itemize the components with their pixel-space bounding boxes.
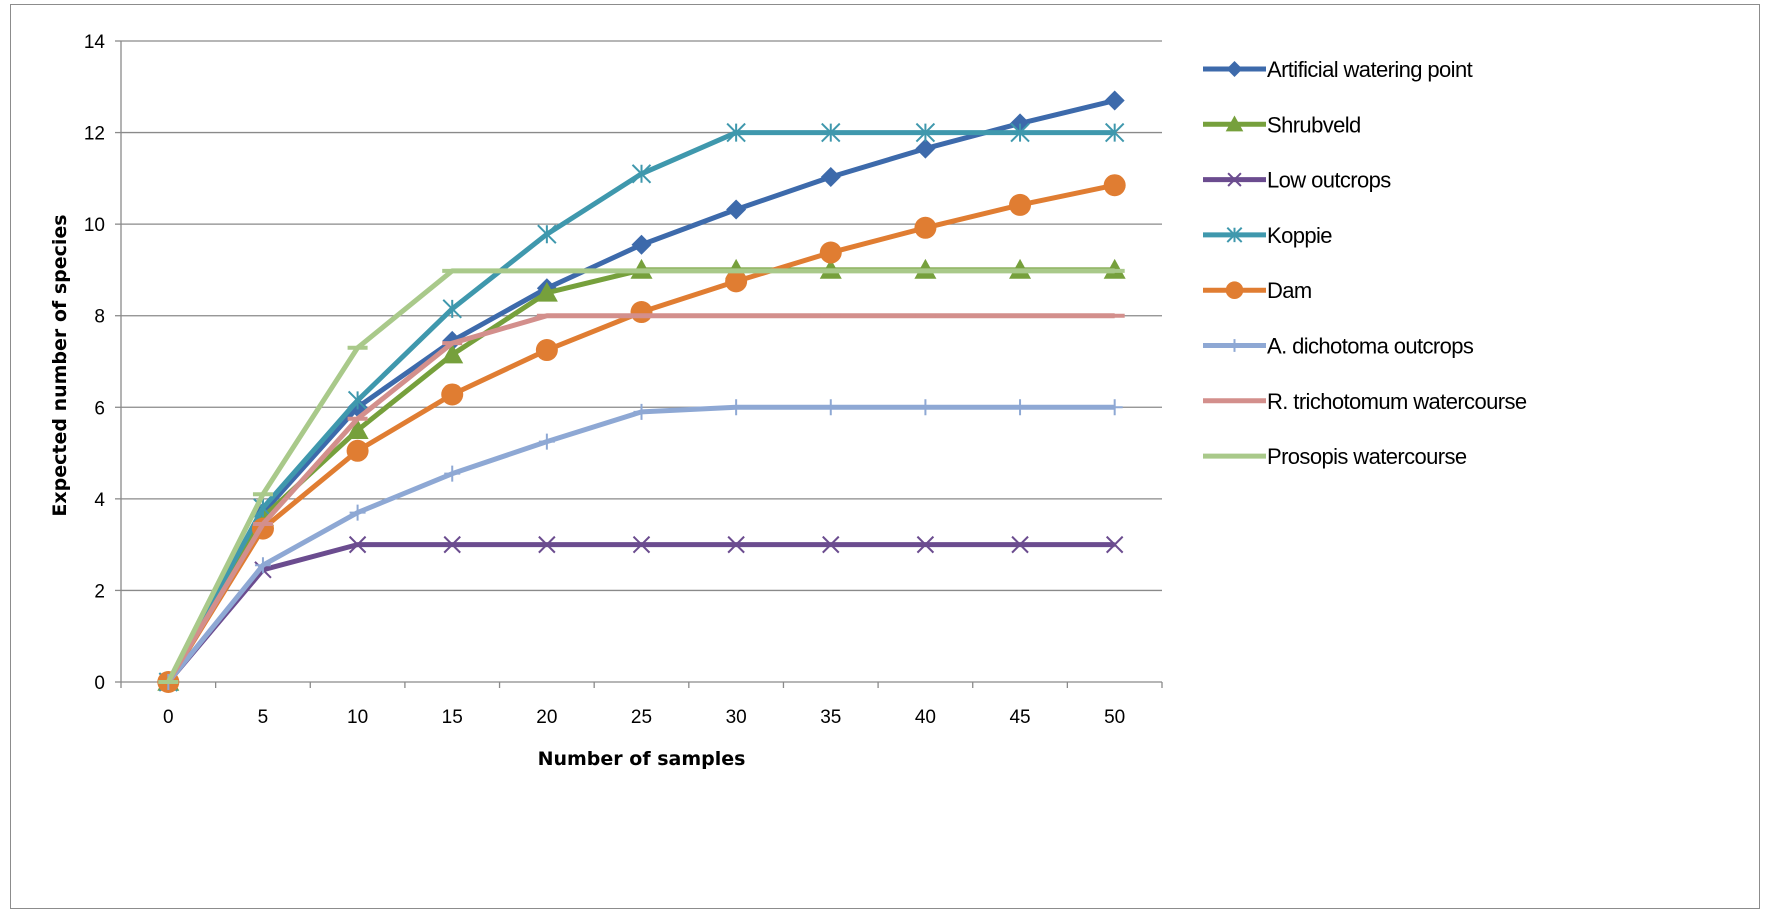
data-point <box>1226 61 1243 77</box>
legend-label: Koppie <box>1267 223 1332 248</box>
x-tick-label: 25 <box>631 707 652 728</box>
series-line <box>166 542 1115 684</box>
legend-label: Artificial watering point <box>1267 57 1473 82</box>
data-point <box>1105 535 1124 554</box>
data-point <box>914 216 937 239</box>
data-point <box>347 390 368 411</box>
series-line <box>166 267 1115 684</box>
series-low-outcrops <box>159 535 1124 691</box>
x-tick-label: 5 <box>258 707 269 728</box>
legend-item: R. trichotomum watercourse <box>1203 389 1527 414</box>
data-point <box>441 343 464 364</box>
series-shrubveld <box>157 258 1126 691</box>
data-point <box>349 504 366 521</box>
data-point <box>1225 281 1244 300</box>
data-point <box>1010 122 1030 143</box>
y-tick-label: 0 <box>94 673 105 694</box>
data-point <box>819 241 842 264</box>
data-point <box>1103 174 1126 197</box>
legend-item: Low outcrops <box>1203 168 1392 193</box>
data-point <box>917 399 934 416</box>
data-point <box>822 399 839 416</box>
legend-label: R. trichotomum watercourse <box>1267 389 1527 414</box>
legend-item: Artificial watering point <box>1203 57 1473 82</box>
data-point <box>538 433 555 450</box>
data-point <box>915 138 936 159</box>
data-point <box>442 299 462 319</box>
data-point <box>535 281 558 302</box>
data-point <box>538 535 556 554</box>
x-tick-label: 15 <box>442 707 463 728</box>
x-tick-label: 0 <box>163 707 174 728</box>
legend: Artificial watering point Shrubveld Low ou… <box>1203 57 1527 469</box>
x-tick-label: 10 <box>347 707 368 728</box>
legend-label: A. dichotoma outcrops <box>1267 334 1474 359</box>
y-tick-label: 14 <box>84 32 106 53</box>
legend-item: Shrubveld <box>1203 112 1361 137</box>
series-line <box>166 98 1116 684</box>
legend-label: Prosopis watercourse <box>1267 444 1467 469</box>
legend-item: A. dichotoma outcrops <box>1203 334 1474 359</box>
data-point <box>633 403 650 420</box>
data-point <box>1106 399 1123 416</box>
x-tick-label: 40 <box>915 707 936 728</box>
y-tick-label: 6 <box>94 398 105 419</box>
legend-label: Low outcrops <box>1267 168 1391 193</box>
data-point <box>254 557 271 574</box>
data-point <box>441 383 464 406</box>
y-tick-label: 12 <box>84 124 105 145</box>
data-point <box>1226 226 1243 243</box>
data-point <box>631 164 652 184</box>
x-tick-label: 50 <box>1104 707 1125 728</box>
data-point <box>820 166 841 187</box>
x-tick-label: 30 <box>726 707 747 728</box>
data-point <box>726 199 747 220</box>
data-point <box>444 465 461 482</box>
data-point <box>630 301 653 324</box>
data-point <box>1227 172 1242 187</box>
series-lines <box>157 90 1126 693</box>
data-point <box>535 339 558 362</box>
y-tick-label: 2 <box>94 581 105 602</box>
data-point <box>821 122 841 143</box>
data-point <box>1104 90 1125 111</box>
y-tick-label: 4 <box>94 490 105 511</box>
data-point <box>632 535 651 554</box>
data-point <box>1225 115 1244 132</box>
data-point <box>822 535 840 554</box>
series-prosopis-watercourse <box>158 268 1125 684</box>
x-tick-label: 20 <box>536 707 557 728</box>
legend-label: Shrubveld <box>1267 112 1361 137</box>
legend-item: Dam <box>1203 278 1312 303</box>
data-point <box>348 535 367 554</box>
data-point <box>915 122 936 143</box>
legend-item: Prosopis watercourse <box>1203 444 1468 469</box>
legend-label: Dam <box>1267 278 1312 303</box>
data-point <box>726 122 746 143</box>
data-point <box>1228 339 1241 352</box>
data-point <box>725 270 748 293</box>
y-axis-title: Expected number of species <box>49 214 71 516</box>
data-point <box>728 399 745 416</box>
data-point <box>727 535 745 554</box>
data-point <box>1012 399 1029 416</box>
y-tick-label: 8 <box>94 307 105 328</box>
data-point <box>346 419 369 439</box>
x-tick-label: 35 <box>820 707 841 728</box>
data-point <box>346 439 369 462</box>
data-point <box>537 224 557 244</box>
y-tick-label: 10 <box>84 215 105 236</box>
data-point <box>1104 122 1125 143</box>
chart-frame <box>10 4 1760 909</box>
x-tick-label: 45 <box>1009 707 1030 728</box>
legend-item: Koppie <box>1203 223 1333 248</box>
data-point <box>631 234 652 255</box>
data-point <box>443 535 461 554</box>
axes: 0 2 4 6 8 10 12 14 0 5 10 15 20 25 30 35 40 45 50 <box>84 32 1163 728</box>
data-point <box>916 535 935 554</box>
data-point <box>1009 193 1032 216</box>
x-axis-title: Number of samples <box>538 748 746 770</box>
data-point <box>1011 535 1029 554</box>
